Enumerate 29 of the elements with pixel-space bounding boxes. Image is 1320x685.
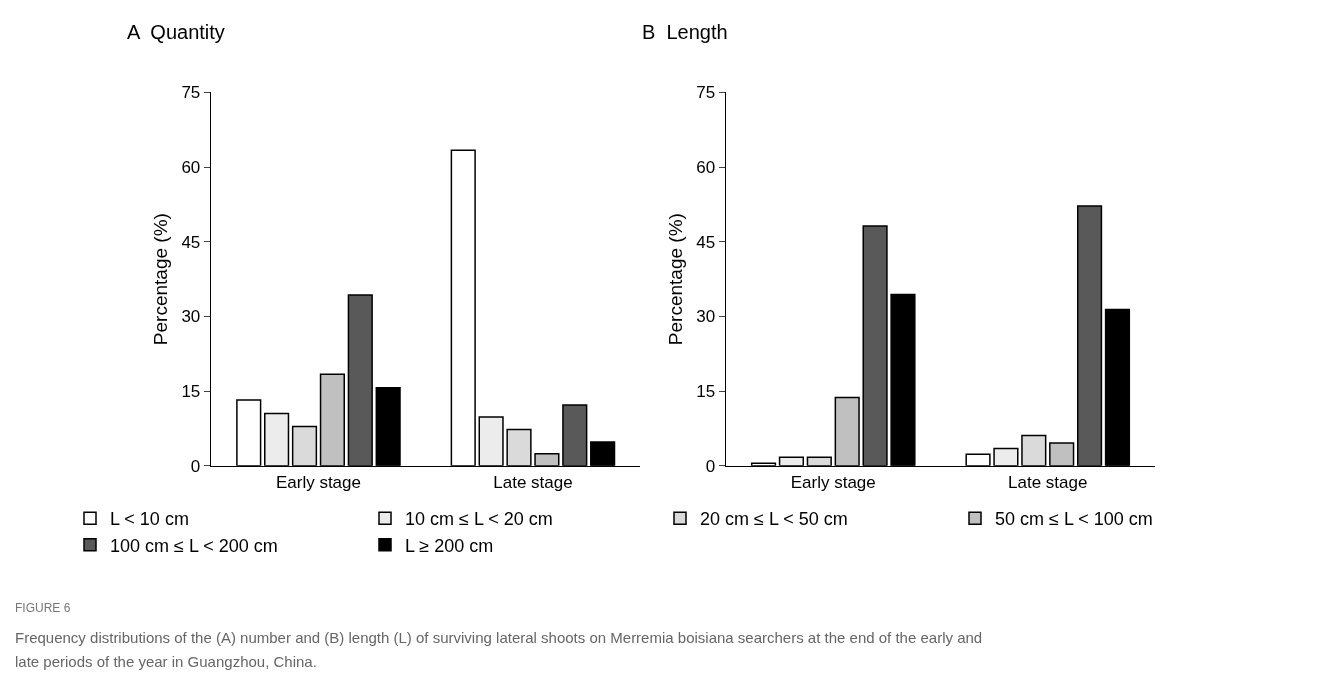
y-axis-title: Percentage (%) [150, 213, 172, 346]
y-tick-label: 30 [181, 307, 201, 327]
legend-label: L < 10 cm [110, 509, 189, 530]
y-tick-label: 0 [705, 456, 716, 476]
y-tick-label: 15 [696, 382, 716, 402]
y-tick-label: 75 [696, 83, 716, 103]
x-tick-label: Late stage [1008, 472, 1088, 492]
y-tick-label: 60 [181, 158, 201, 178]
caption: FIGURE 6 [15, 601, 71, 615]
y-tick-label: 60 [696, 158, 716, 178]
legend-label: 20 cm ≤ L < 50 cm [700, 509, 848, 530]
legend-label: 10 cm ≤ L < 20 cm [405, 509, 553, 530]
x-tick-label: Early stage [790, 472, 876, 492]
y-tick-label: 15 [181, 382, 201, 402]
y-tick-label: 30 [696, 307, 716, 327]
text: Frequency distributions of the (A) number and (B) length (L) of surviving lateral shoots on Merremia boisiana searchers at the end of the early and [15, 629, 983, 646]
chart-title: A Quantity [127, 21, 225, 43]
y-tick-label: 45 [696, 232, 716, 252]
y-axis-title: Percentage (%) [665, 213, 687, 346]
y-tick-label: 0 [190, 456, 201, 476]
y-tick-label: 45 [181, 232, 201, 252]
x-tick-label: Late stage [493, 472, 573, 492]
legend-label: 100 cm ≤ L < 200 cm [110, 535, 278, 556]
text: late periods of the year in Guangzhou, China. [15, 653, 317, 670]
legend-label: 50 cm ≤ L < 100 cm [995, 509, 1153, 530]
x-tick-label: Early stage [275, 472, 361, 492]
y-tick-label: 75 [181, 83, 201, 103]
legend-label: L ≥ 200 cm [405, 535, 494, 556]
chart-title: B Length [642, 21, 728, 43]
